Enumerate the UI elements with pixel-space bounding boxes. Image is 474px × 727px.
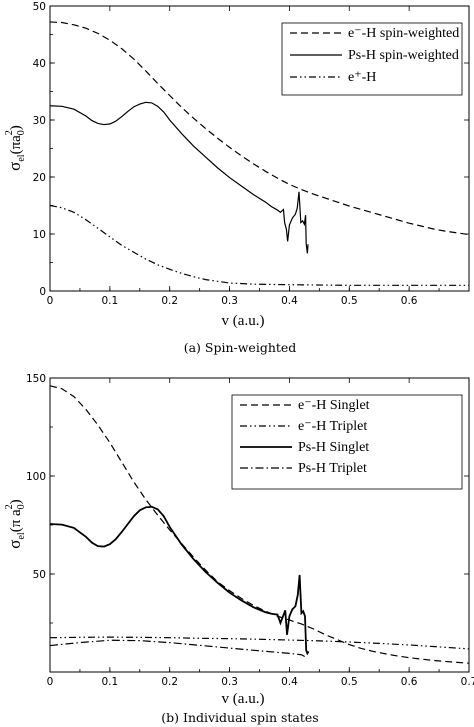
panel-a-y-axis-label: σel(πa02) (4, 125, 27, 171)
x-tick-label: 0.1 (102, 676, 119, 688)
panel-b-series-group (49, 385, 470, 664)
x-tick-label: 0.6 (401, 295, 418, 307)
legend-label-2: Ps-H Singlet (298, 440, 369, 455)
x-tick-label: 0.6 (401, 676, 418, 688)
panel-b-x-axis-label: v (a.u.) (222, 691, 265, 707)
x-tick-label: 0.3 (221, 676, 238, 688)
legend-label-3: Ps-H Triplet (298, 461, 367, 476)
series-line-2 (49, 505, 310, 656)
panel-a-x-axis-label: v (a.u.) (222, 313, 265, 329)
legend-label-0: e⁻-H Singlet (298, 398, 370, 413)
y-tick-label: 20 (33, 172, 46, 184)
panel-a-legend-box (281, 22, 463, 96)
legend-label-2: e⁺-H (348, 70, 376, 85)
legend-label-1: e⁻-H Triplet (298, 419, 367, 434)
series-line-3 (49, 639, 308, 659)
x-tick-label: 0.1 (102, 295, 119, 307)
x-tick-label: 0 (47, 676, 54, 688)
y-tick-label: 0 (39, 286, 46, 298)
y-tick-label: 40 (33, 58, 46, 70)
panel-a-series-group (49, 21, 470, 286)
panel-a-caption: (a) Spin-weighted (184, 340, 297, 355)
y-tick-label: 50 (33, 1, 46, 13)
legend-label-1: Ps-H spin-weighted (348, 48, 459, 63)
y-tick-label: 150 (26, 373, 46, 385)
series-line-0 (49, 21, 470, 236)
y-tick-label: 100 (26, 471, 46, 483)
x-tick-label: 0.3 (221, 295, 238, 307)
x-tick-label: 0.5 (341, 295, 358, 307)
x-tick-label: 0.4 (281, 676, 298, 688)
panel-b-ticks: 0 0.1 0.2 0.3 0.4 0.5 0.6 0.7 50 100 150 (26, 373, 474, 688)
legend-label-0: e⁻-H spin-weighted (348, 26, 459, 41)
panel-b-legend: e⁻-H Singlet e⁻-H Triplet Ps-H Singlet Ps-H… (231, 394, 463, 490)
series-line-1 (49, 636, 470, 650)
series-line-0 (49, 385, 470, 664)
x-tick-label: 0.7 (461, 676, 474, 688)
y-tick-label: 50 (33, 569, 46, 581)
panel-b-y-axis-label: σel(π a02) (4, 499, 27, 548)
panel-a-ticks: 0 0.1 0.2 0.3 0.4 0.5 0.6 0 10 20 30 40 50 (33, 1, 470, 307)
series-line-2 (49, 204, 469, 286)
x-tick-label: 0.2 (161, 676, 178, 688)
series-line-1 (49, 101, 309, 254)
y-tick-label: 30 (33, 115, 46, 127)
panel-b-legend-box (231, 394, 463, 490)
panel-b: 00.10.20.30.40.50.60.750100150 v (a.u.) … (4, 373, 474, 725)
panel-a-legend: e⁻-H spin-weighted Ps-H spin-weighted e⁺-H (281, 22, 463, 96)
x-tick-label: 0 (47, 295, 54, 307)
x-tick-label: 0.2 (161, 295, 178, 307)
y-tick-label: 10 (33, 229, 46, 241)
x-tick-label: 0.4 (281, 295, 298, 307)
x-tick-label: 0.5 (341, 676, 358, 688)
panel-b-caption: (b) Individual spin states (161, 710, 318, 725)
